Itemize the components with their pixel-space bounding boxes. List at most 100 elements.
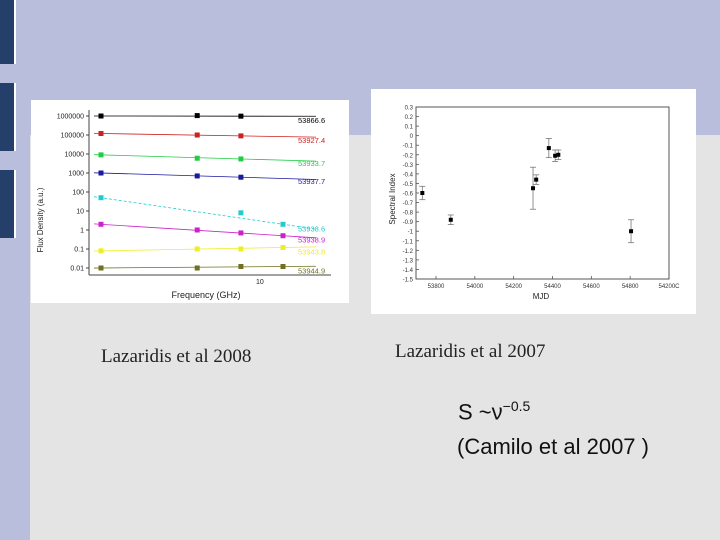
series-line: [93, 223, 317, 239]
edge-tab-3: [0, 170, 16, 238]
data-point: [280, 244, 286, 250]
series-label: 53933.7: [298, 159, 325, 168]
data-point: [556, 152, 561, 157]
data-point: [280, 233, 286, 239]
series-line: [93, 172, 317, 180]
y-tick-label: 0.3: [405, 106, 414, 112]
edge-tab-2: [0, 83, 16, 151]
data-point: [194, 173, 200, 179]
data-point: [546, 146, 551, 151]
y-tick-label: -0.4: [403, 172, 414, 178]
y-tick-label: 0: [410, 134, 414, 140]
data-point: [238, 230, 244, 236]
caption-lazaridis-2007: Lazaridis et al 2007: [395, 341, 546, 362]
series-line: [93, 265, 317, 269]
y-tick-label: 100: [72, 190, 84, 197]
spectral-index-chart: Spectral Index MJD 0.3 0.2 0.1 0 -0.1 -0.2 -0.…: [388, 106, 680, 302]
data-point: [238, 156, 244, 162]
y-tick-label: -0.2: [403, 153, 414, 159]
data-point: [238, 246, 244, 252]
x-axis-label: MJD: [533, 292, 550, 301]
y-axis-label: Spectral Index: [388, 173, 397, 224]
y-tick-label: -0.5: [403, 182, 414, 188]
data-point: [420, 191, 425, 195]
y-tick-label: 10000: [65, 152, 85, 159]
data-point: [194, 265, 200, 271]
x-tick-label: 54200: [505, 284, 522, 290]
y-tick-label: 10: [76, 209, 84, 216]
y-axis-label: Flux Density (a.u.): [36, 187, 45, 252]
caption-lazaridis-2008: Lazaridis et al 2008: [101, 346, 252, 367]
y-tick-label: -1.4: [403, 268, 414, 274]
data-point: [238, 174, 244, 180]
series-line: [93, 196, 317, 230]
series-label: 53938.6: [298, 224, 325, 233]
y-tick-label: -0.1: [403, 144, 414, 150]
x-axis-label: Frequency (GHz): [171, 290, 240, 300]
y-tick-label: 0.01: [70, 266, 84, 273]
x-tick-label: 54800: [622, 284, 639, 290]
data-point: [280, 263, 286, 269]
series-label: 53943.8: [298, 247, 325, 256]
flux-density-chart: Flux Density (a.u.) Frequency (GHz) 10 1…: [36, 110, 331, 300]
y-tick-label: -0.9: [403, 220, 414, 226]
series-label: 53927.4: [298, 136, 325, 145]
spectral-formula: S ~ν−0.5: [458, 398, 530, 425]
series-line: [93, 246, 317, 252]
y-tick-label: 0.1: [405, 125, 414, 131]
data-point: [194, 246, 200, 252]
flux-density-figure: Flux Density (a.u.) Frequency (GHz) 10 1…: [31, 100, 349, 303]
series-label: 53938.9: [298, 236, 325, 245]
plot-frame: [415, 106, 670, 280]
y-tick-label: -1.1: [403, 239, 414, 245]
x-tick-label: 54200C: [658, 284, 680, 290]
data-point: [629, 229, 634, 234]
data-point: [98, 221, 104, 227]
y-tick-label: -1.5: [403, 278, 414, 284]
data-point: [98, 195, 104, 201]
y-tick-label: -1: [408, 230, 414, 236]
x-tick-label: 10: [256, 279, 264, 286]
data-point: [448, 217, 453, 222]
data-point: [194, 155, 200, 161]
data-point: [280, 221, 286, 227]
y-tick-label: -0.3: [403, 163, 414, 169]
spectral-index-figure: Spectral Index MJD 0.3 0.2 0.1 0 -0.1 -0.2 -0.…: [371, 89, 696, 314]
data-point: [194, 113, 200, 119]
y-tick-label: 1000000: [57, 114, 84, 121]
series-line: [93, 154, 317, 162]
y-tick-label: -1.3: [403, 258, 414, 264]
data-point: [531, 186, 536, 191]
y-tick-label: -0.6: [403, 192, 414, 198]
data-point: [98, 130, 104, 136]
x-tick-label: 54600: [583, 284, 600, 290]
y-tick-label: 0.2: [405, 115, 414, 121]
y-tick-label: 1000: [68, 171, 84, 178]
x-tick-label: 53800: [428, 284, 445, 290]
data-point: [238, 133, 244, 139]
data-point: [553, 153, 558, 158]
y-tick-label: -0.8: [403, 211, 414, 217]
data-point: [98, 170, 104, 176]
left-band: [0, 0, 30, 540]
y-tick-label: -0.7: [403, 201, 414, 207]
x-tick-label: 54400: [544, 284, 561, 290]
formula-base: S ~ν: [458, 399, 503, 425]
x-tick-label: 54000: [466, 284, 483, 290]
y-tick-label: -1.2: [403, 249, 414, 255]
series-label: 53944.9: [298, 266, 325, 275]
y-tick-label: 1: [80, 228, 84, 235]
citation: (Camilo et al 2007 ): [457, 434, 649, 459]
y-tick-label: 0.1: [74, 247, 84, 254]
data-point: [194, 227, 200, 233]
y-tick-label: 100000: [61, 133, 84, 140]
data-point: [238, 113, 244, 119]
series-label: 53866.6: [298, 116, 325, 125]
data-point: [238, 210, 244, 216]
data-point: [98, 265, 104, 271]
data-point: [534, 177, 539, 182]
data-point: [98, 152, 104, 158]
series-line: [93, 132, 317, 138]
series-label: 53937.7: [298, 177, 325, 186]
data-point: [238, 263, 244, 269]
